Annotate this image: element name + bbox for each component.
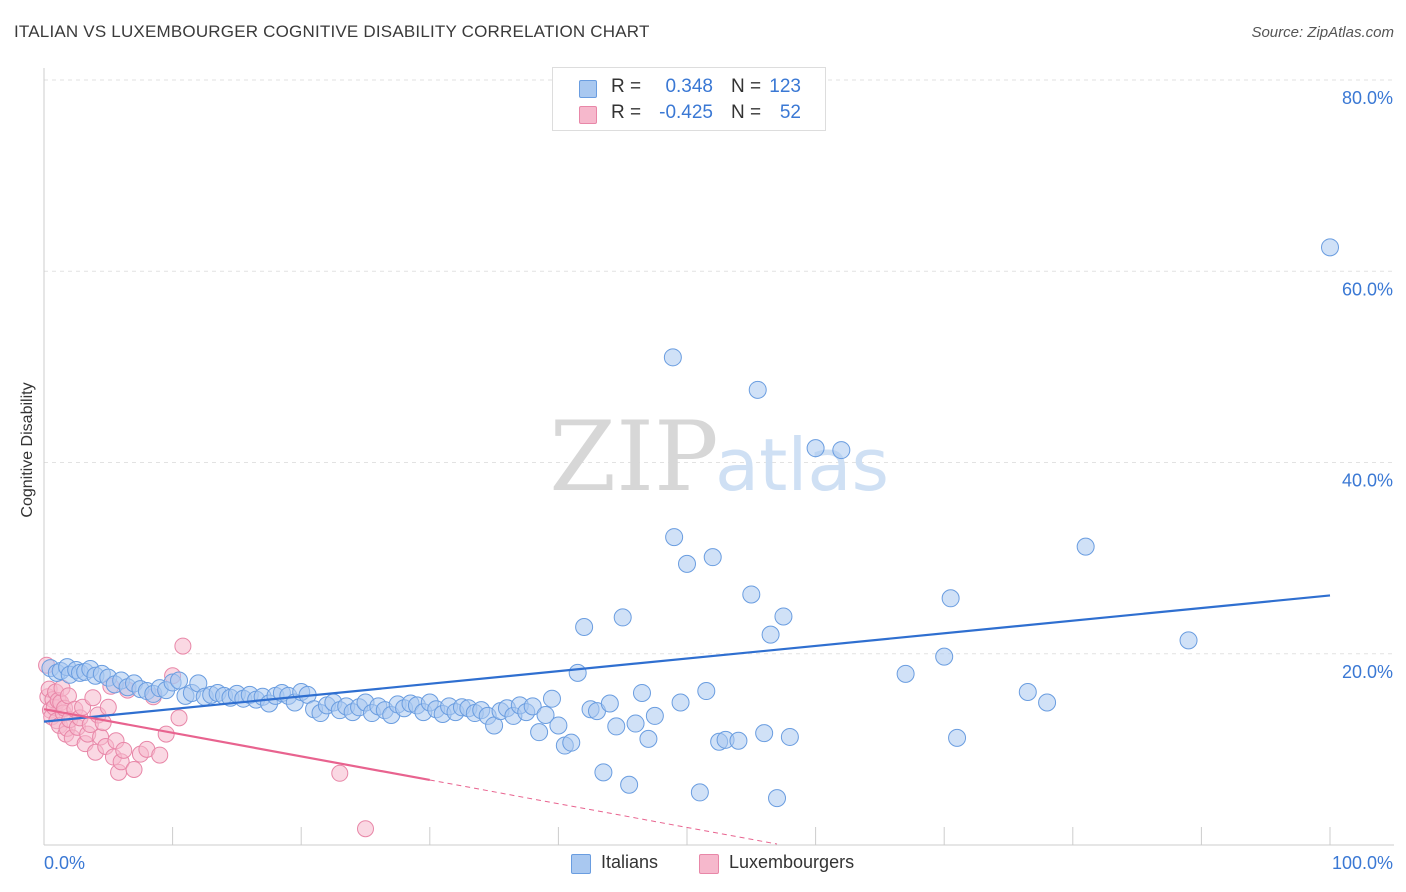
italians-legend-swatch (571, 854, 591, 874)
italian-point (665, 528, 684, 547)
y-tick-label: 60.0% (1342, 279, 1393, 299)
stats-legend: R = 0.348 N = 123 R = -0.425 N = 52 (552, 67, 826, 131)
italian-point (568, 663, 587, 682)
italian-point (678, 554, 696, 573)
italian-point (832, 441, 851, 460)
italian-point (663, 348, 682, 367)
luxembourger-point (157, 725, 175, 743)
italian-point (523, 697, 542, 716)
italian-point (607, 717, 626, 736)
luxembourger-point (115, 741, 133, 759)
italian-point (549, 716, 568, 735)
italian-point (1038, 693, 1057, 712)
italian-point (170, 671, 189, 690)
italian-point (896, 664, 915, 683)
italian-point (1179, 631, 1198, 650)
y-tick-label: 80.0% (1342, 88, 1393, 108)
series-italians (41, 238, 1339, 808)
luxembourger-point (170, 709, 188, 727)
italian-point (941, 589, 960, 608)
italian-point (645, 706, 664, 725)
luxembourgers-trend-extension (429, 779, 778, 845)
series-luxembourgers (38, 637, 374, 838)
italian-point (806, 439, 825, 458)
tick-labels: 20.0% 40.0% 60.0% 80.0% 0.0% 100.0% (44, 88, 1393, 873)
italian-point (761, 625, 780, 644)
italian-point (742, 585, 761, 604)
italian-point (639, 729, 658, 748)
italians-trend-line (43, 594, 1331, 723)
italian-point (948, 728, 967, 747)
legend-r-value: 0.348 (665, 76, 713, 97)
legend-row-luxembourgers: R = -0.425 N = 52 (553, 102, 825, 128)
luxembourgers-trend-line (43, 708, 430, 782)
italian-point (780, 727, 799, 746)
italian-point (600, 694, 619, 713)
italian-point (1018, 683, 1037, 701)
legend-r-value: -0.425 (659, 102, 713, 123)
y-axis-label: Cognitive Disability (19, 382, 36, 518)
italian-point (626, 714, 645, 733)
italian-point (697, 682, 716, 701)
italian-point (1076, 537, 1095, 556)
watermark-zip: ZIP (549, 401, 718, 513)
y-tick-label: 40.0% (1342, 471, 1393, 491)
luxembourger-point (331, 764, 349, 782)
italian-point (620, 775, 639, 794)
italian-point (690, 783, 709, 802)
legend-row-italians: R = 0.348 N = 123 (553, 76, 825, 102)
legend-n-label: N = (731, 102, 762, 123)
italian-point (935, 647, 954, 666)
italian-point (729, 731, 748, 750)
italian-point (542, 689, 561, 708)
source-label: Source: ZipAtlas.com (1251, 24, 1394, 41)
italian-point (632, 683, 651, 702)
x-tick-label: 100.0% (1332, 853, 1393, 873)
luxembourgers-legend-swatch (699, 854, 719, 874)
italians-swatch (579, 80, 597, 98)
watermark-atlas: atlas (715, 423, 889, 507)
italians-legend-label: Italians (601, 852, 659, 872)
luxembourgers-swatch (579, 106, 597, 124)
trend-lines (43, 594, 1331, 845)
legend-r-label: R = (611, 102, 642, 123)
italian-point (768, 789, 787, 808)
italian-point (1321, 238, 1339, 257)
luxembourgers-legend-label: Luxembourgers (729, 852, 855, 872)
italian-point (748, 380, 767, 399)
y-tick-label: 20.0% (1342, 662, 1393, 682)
legend-n-value: 52 (779, 102, 801, 123)
italian-point (755, 724, 774, 743)
legend-n-value: 123 (769, 76, 801, 97)
luxembourger-point (357, 820, 374, 838)
italian-point (575, 617, 594, 636)
italian-point (703, 548, 722, 567)
italian-point (774, 607, 793, 626)
luxembourger-point (84, 689, 102, 707)
chart-title: ITALIAN VS LUXEMBOURGER COGNITIVE DISABI… (14, 22, 650, 41)
italian-point (530, 723, 549, 742)
italian-point (536, 705, 555, 724)
luxembourger-point (174, 637, 192, 655)
luxembourger-point (125, 760, 143, 778)
italian-point (594, 763, 613, 782)
luxembourger-point (151, 746, 169, 764)
watermark: ZIP atlas (549, 401, 889, 513)
italian-point (613, 608, 632, 627)
luxembourger-point (99, 698, 117, 716)
y-axis-label-wrap: Cognitive Disability (18, 300, 38, 600)
grid-lines (44, 79, 1394, 655)
legend-n-label: N = (731, 76, 762, 97)
x-tick-label: 0.0% (44, 853, 85, 873)
legend-r-label: R = (611, 76, 642, 97)
italian-point (671, 693, 690, 712)
italian-point (562, 733, 581, 752)
